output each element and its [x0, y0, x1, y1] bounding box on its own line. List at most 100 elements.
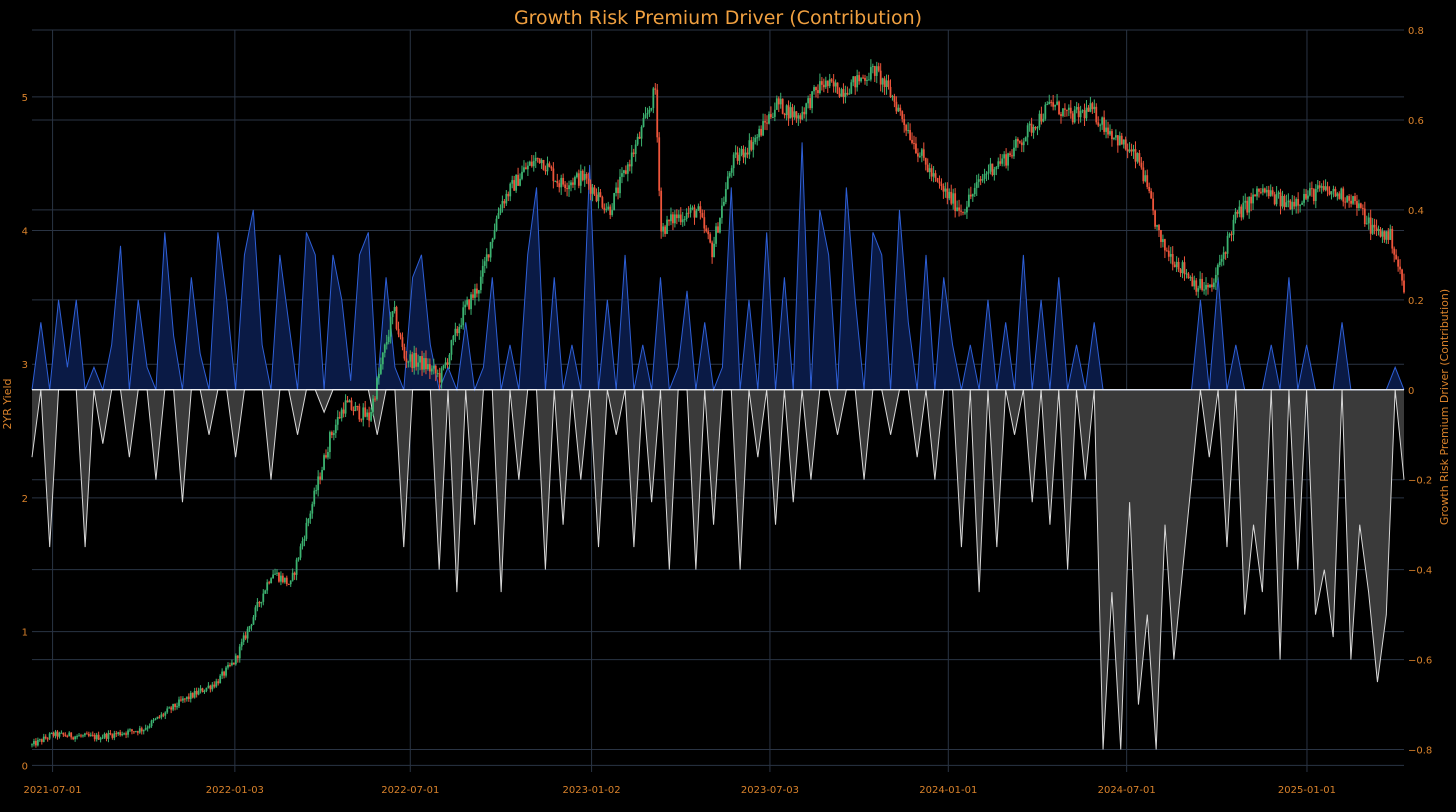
candle-body	[248, 626, 251, 629]
candle-body	[1165, 250, 1168, 252]
candle-body	[797, 115, 800, 119]
candle-body	[1065, 109, 1068, 111]
candle-body	[274, 573, 276, 575]
candle-body	[975, 182, 978, 189]
candle-body	[48, 733, 51, 739]
candle-body	[599, 192, 602, 198]
candle-body	[415, 353, 418, 367]
candle-body	[760, 128, 763, 136]
candle-body	[134, 731, 137, 733]
candle-body	[356, 405, 359, 407]
candle-body	[1144, 175, 1147, 182]
candle-body	[1044, 104, 1047, 119]
candle-body	[689, 207, 692, 213]
candle-body	[397, 328, 400, 335]
candle-body	[1397, 259, 1400, 267]
candle-body	[915, 143, 917, 154]
candle-body	[272, 574, 274, 579]
candle-body	[603, 207, 606, 211]
candle-body	[1036, 127, 1039, 129]
candle-body	[278, 572, 280, 582]
candle-body	[434, 365, 437, 374]
candle-body	[1385, 231, 1388, 240]
candle-body	[260, 601, 263, 604]
candle-body	[1328, 191, 1331, 195]
candle-body	[103, 733, 106, 738]
candle-body	[856, 75, 859, 88]
candle-body	[336, 417, 339, 425]
candle-body	[1218, 261, 1221, 266]
candle-body	[85, 733, 88, 735]
candle-body	[858, 75, 861, 82]
candle-body	[1348, 196, 1351, 201]
candle-body	[1391, 228, 1394, 249]
candle-body	[387, 336, 390, 343]
candle-body	[70, 732, 73, 738]
candle-body	[1132, 149, 1135, 152]
candle-body	[1216, 265, 1219, 275]
candle-body	[628, 164, 631, 167]
candle-body	[938, 181, 941, 184]
candle-body	[1297, 199, 1300, 206]
candle-body	[1050, 101, 1053, 103]
candle-body	[1340, 188, 1343, 199]
candle-body	[511, 180, 514, 184]
candle-body	[1189, 277, 1192, 279]
candle-body	[1365, 223, 1368, 225]
candle-body	[1154, 210, 1156, 227]
candle-body	[50, 732, 53, 734]
candle-body	[1160, 230, 1162, 242]
candle-body	[93, 735, 96, 740]
y-left-tick-label: 1	[22, 628, 28, 639]
candle-body	[1030, 123, 1033, 133]
candle-body	[1334, 188, 1337, 197]
candle-body	[1199, 278, 1202, 289]
candle-body	[1183, 262, 1186, 275]
candle-body	[920, 149, 923, 156]
candle-body	[1134, 149, 1137, 162]
x-tick-label: 2023-01-02	[563, 785, 621, 796]
candle-body	[1277, 192, 1280, 194]
candle-body	[828, 79, 831, 87]
candle-body	[1269, 190, 1272, 197]
y-right-tick-label: 0.6	[1408, 116, 1424, 127]
candle-body	[231, 662, 233, 666]
candle-body	[866, 79, 868, 81]
candle-body	[1359, 203, 1362, 208]
candle-body	[1383, 231, 1386, 240]
candle-body	[303, 538, 306, 542]
candle-body	[148, 726, 151, 728]
x-tick-label: 2024-07-01	[1098, 785, 1156, 796]
candle-body	[981, 178, 984, 181]
y-left-tick-label: 5	[22, 93, 28, 104]
candle-body	[319, 476, 322, 480]
candle-body	[1042, 118, 1045, 122]
candle-body	[1146, 175, 1149, 187]
candle-body	[826, 80, 829, 87]
candle-body	[1073, 109, 1076, 123]
candle-body	[348, 400, 351, 403]
candle-body	[150, 720, 153, 727]
candle-body	[1230, 233, 1233, 235]
candle-body	[687, 212, 690, 214]
y-right-tick-label: −0.8	[1408, 746, 1432, 757]
candle-body	[660, 190, 663, 232]
candle-body	[873, 66, 876, 76]
candle-body	[705, 228, 708, 232]
candle-body	[909, 130, 911, 140]
candle-body	[1032, 126, 1035, 133]
candle-body	[683, 219, 686, 221]
candle-body	[430, 368, 433, 372]
candle-body	[474, 288, 476, 298]
candle-body	[928, 168, 931, 173]
candle-body	[556, 181, 559, 184]
candle-body	[1236, 211, 1239, 214]
candle-body	[1369, 217, 1372, 234]
candle-body	[197, 690, 200, 695]
candle-body	[726, 176, 729, 190]
candle-body	[505, 193, 508, 204]
candle-body	[762, 121, 764, 136]
candle-body	[164, 712, 167, 716]
candle-body	[724, 189, 727, 202]
candle-body	[526, 165, 529, 170]
